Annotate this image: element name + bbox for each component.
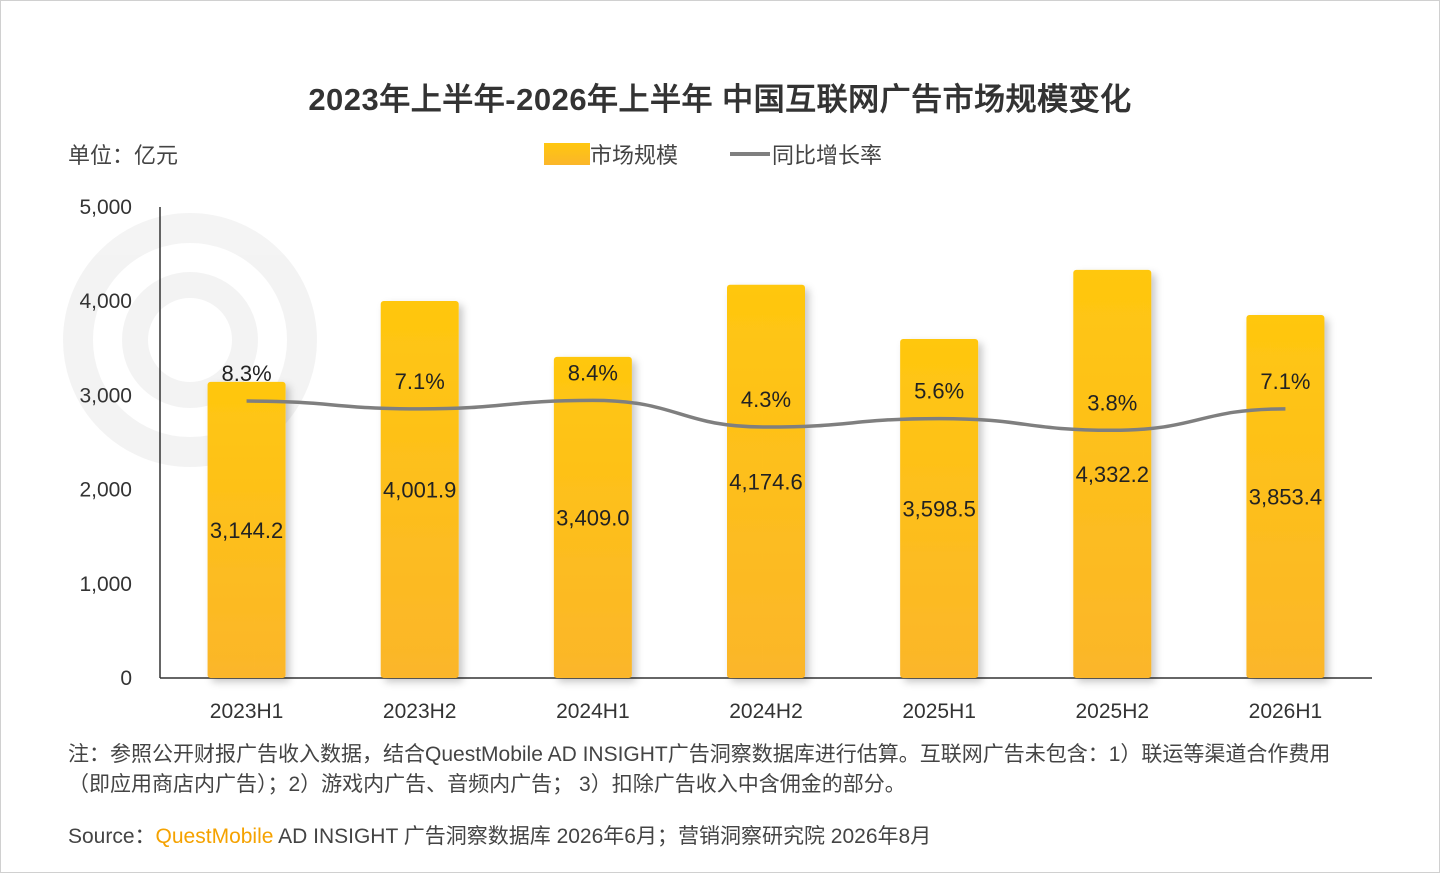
- bar-2023H1: [207, 381, 286, 678]
- legend-item-market-size: 市场规模: [544, 138, 678, 170]
- bar-2025H1: [900, 339, 979, 678]
- legend-label-growth-rate: 同比增长率: [772, 143, 883, 168]
- growth-rate-label: 3.8%: [1087, 390, 1137, 415]
- bar-2023H2: [380, 301, 459, 678]
- bar-value-label: 3,144.2: [210, 518, 283, 543]
- unit-label: 单位：亿元: [68, 143, 179, 168]
- legend-swatch-bar: [544, 143, 590, 165]
- y-tick-label: 1,000: [79, 573, 132, 596]
- legend-swatch-line: [730, 152, 771, 156]
- bar-value-label: 4,174.6: [729, 469, 802, 494]
- source-brand: QuestMobile: [155, 825, 274, 848]
- x-tick-label: 2023H1: [210, 700, 284, 723]
- growth-rate-line: [246, 398, 1286, 433]
- x-tick-label: 2023H2: [383, 700, 457, 723]
- watermark-logo: [63, 213, 317, 467]
- y-tick-label: 2,000: [79, 479, 132, 502]
- y-tick-label: 3,000: [79, 384, 132, 407]
- legend-item-growth-rate: 同比增长率: [678, 138, 882, 170]
- growth-rate-label: 7.1%: [1260, 369, 1310, 394]
- y-tick-label: 4,000: [79, 290, 132, 313]
- growth-rate-label: 4.3%: [741, 387, 791, 412]
- y-tick-label: 5,000: [79, 196, 132, 219]
- legend: 市场规模 同比增长率: [544, 138, 882, 170]
- x-tick-label: 2025H1: [902, 700, 976, 723]
- chart-title: 2023年上半年-2026年上半年 中国互联网广告市场规模变化: [308, 82, 1132, 117]
- source-prefix: Source：: [68, 825, 156, 848]
- x-tick-label: 2024H2: [729, 700, 803, 723]
- x-tick-label: 2026H1: [1249, 700, 1323, 723]
- growth-rate-label: 8.4%: [568, 360, 618, 385]
- y-tick-label: 0: [120, 667, 132, 690]
- x-tick-label: 2024H1: [556, 700, 630, 723]
- growth-rate-label: 7.1%: [395, 369, 445, 394]
- bar-value-label: 3,853.4: [1249, 485, 1322, 510]
- x-tick-label: 2025H2: [1076, 700, 1150, 723]
- bar-2024H2: [727, 284, 805, 678]
- source-suffix: AD INSIGHT 广告洞察数据库 2026年6月；营销洞察研究院 2026年…: [273, 825, 932, 848]
- bar-2025H2: [1073, 269, 1152, 678]
- growth-rate-label: 8.3%: [221, 361, 271, 386]
- bar-value-label: 4,332.2: [1076, 462, 1149, 487]
- bar-value-label: 3,598.5: [902, 497, 975, 522]
- bar-2026H1: [1246, 315, 1325, 678]
- legend-label-market-size: 市场规模: [590, 143, 679, 168]
- source-line: Source：QuestMobile AD INSIGHT 广告洞察数据库 20…: [68, 820, 931, 850]
- bar-value-label: 4,001.9: [383, 478, 456, 503]
- growth-rate-label: 5.6%: [914, 379, 964, 404]
- footnote: 注：参照公开财报广告收入数据，结合QuestMobile AD INSIGHT广…: [68, 743, 1331, 796]
- bar-value-label: 3,409.0: [556, 505, 629, 530]
- bar-2024H1: [553, 356, 632, 678]
